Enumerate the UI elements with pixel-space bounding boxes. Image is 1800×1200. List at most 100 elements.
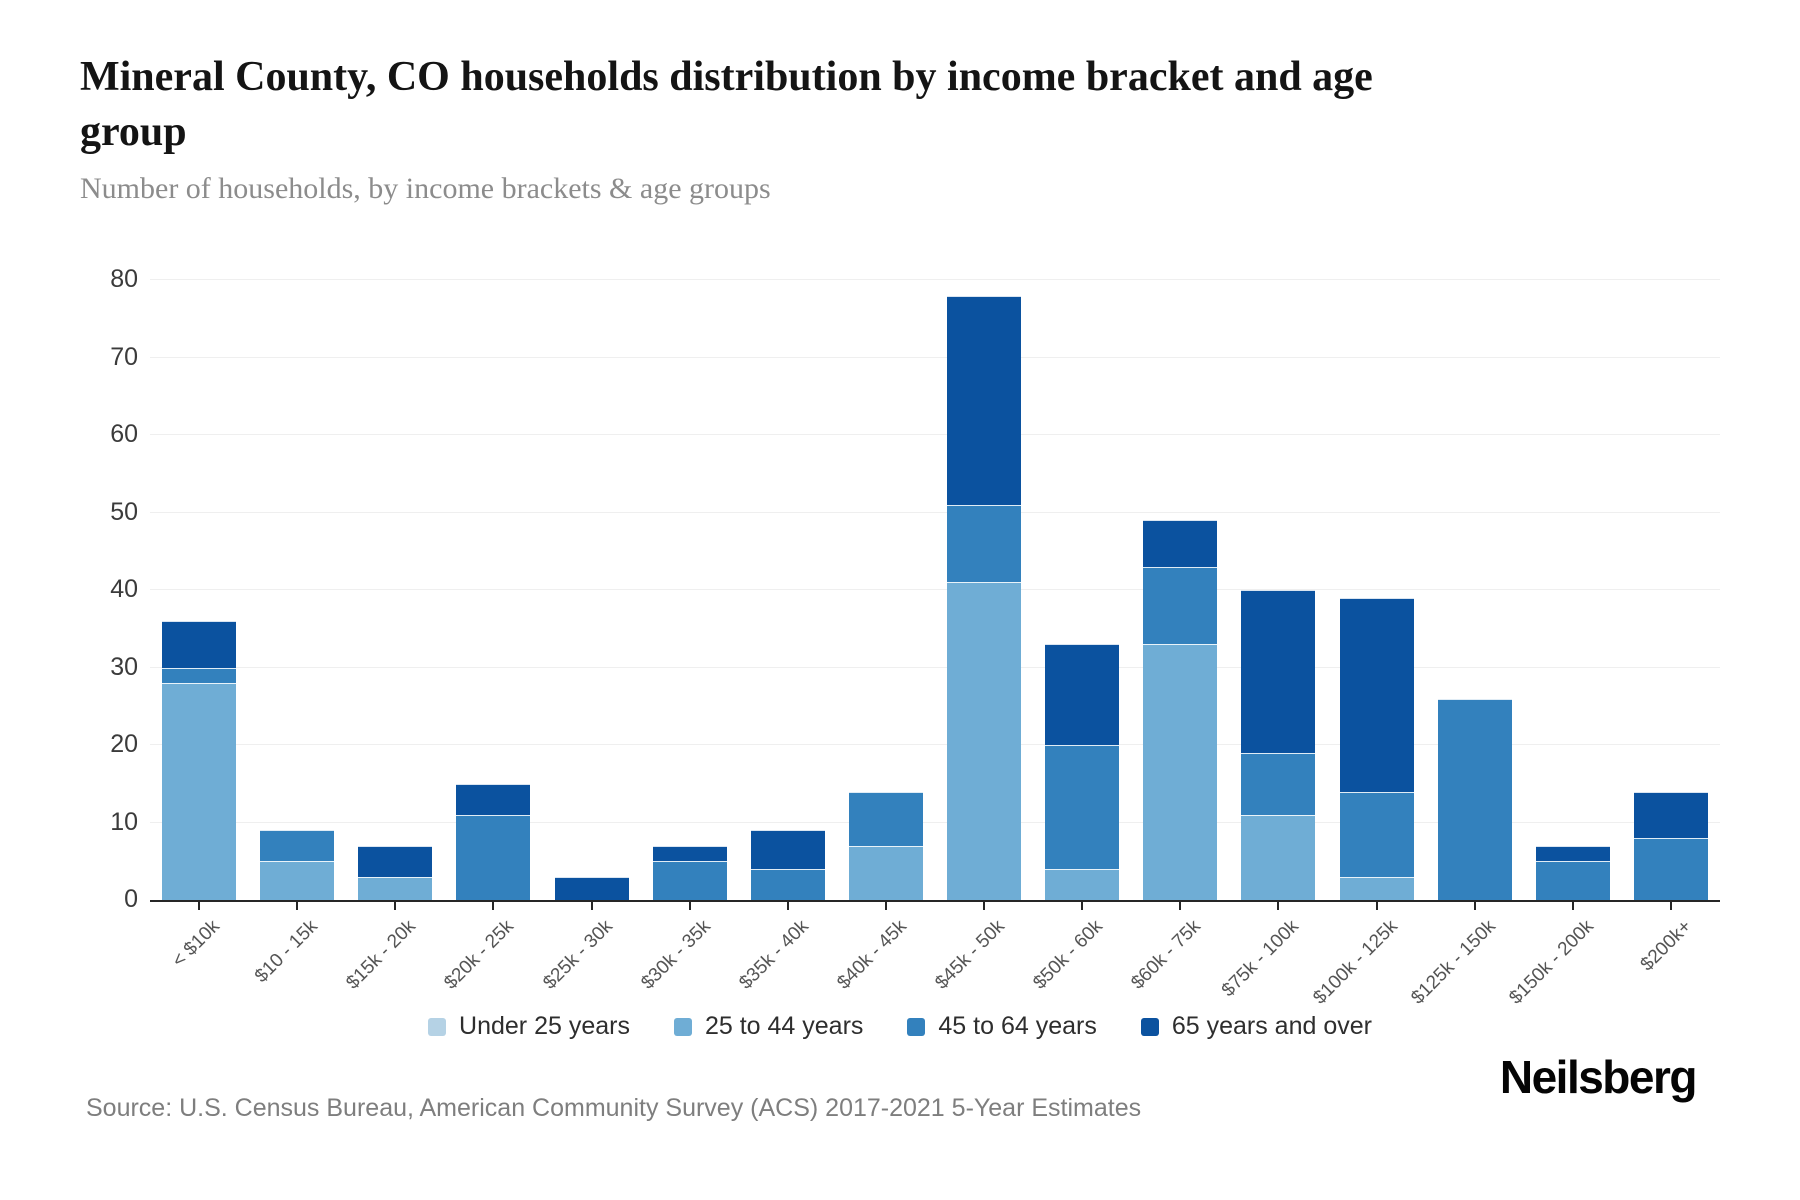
bar-segment	[162, 667, 237, 683]
x-axis-label: $125k - 150k	[1407, 916, 1500, 1009]
bar-segment	[1241, 814, 1316, 900]
x-axis-label: $200k+	[1636, 916, 1696, 976]
y-axis-label: 20	[110, 730, 138, 758]
x-tick-mark	[1375, 902, 1378, 910]
gridline	[150, 589, 1720, 590]
x-axis-label: $150k - 200k	[1505, 916, 1598, 1009]
bar-$100k - 125k	[1339, 597, 1414, 900]
bar-segment	[1143, 644, 1218, 900]
bar-segment	[947, 504, 1022, 583]
bar-segment	[848, 791, 923, 846]
bar-$45k - 50k	[947, 295, 1022, 900]
x-tick-mark	[590, 902, 593, 910]
bar-$75k - 100k	[1241, 590, 1316, 900]
x-tick-mark	[1277, 902, 1280, 910]
legend-swatch	[1140, 1017, 1159, 1036]
bar-segment	[1045, 644, 1120, 745]
x-tick-mark	[884, 902, 887, 910]
x-axis-label: $20k - 25k	[440, 916, 519, 994]
legend-swatch	[907, 1017, 926, 1036]
bar-$200k+	[1633, 791, 1708, 900]
legend-item: 25 to 44 years	[673, 1012, 864, 1041]
y-axis-label: 70	[110, 342, 138, 371]
gridline	[150, 356, 1720, 358]
source-note: Source: U.S. Census Bureau, American Com…	[86, 1094, 1142, 1122]
bar-$35k - 40k	[750, 830, 825, 900]
x-tick-mark	[786, 902, 789, 910]
gridline	[150, 279, 1720, 280]
bar-segment	[554, 876, 629, 900]
bar-segment	[260, 830, 335, 862]
legend-label: 25 to 44 years	[704, 1012, 864, 1040]
legend: Under 25 years 25 to 44 years 45 to 64 yea…	[0, 1012, 1800, 1041]
bar-$25k - 30k	[554, 876, 629, 900]
bar-segment	[652, 861, 727, 900]
x-tick-mark	[1081, 902, 1084, 910]
legend-label: 65 years and over	[1171, 1012, 1372, 1040]
x-tick-mark	[198, 902, 201, 910]
chart-subtitle: Number of households, by income brackets…	[80, 172, 771, 205]
x-tick-mark	[1571, 902, 1574, 910]
bar-segment	[1633, 838, 1708, 900]
y-axis-label: 60	[110, 420, 138, 448]
bar-segment	[1535, 845, 1610, 862]
x-axis-label: $60k - 75k	[1127, 916, 1206, 994]
bar-segment	[1241, 590, 1316, 753]
bar-segment	[1535, 861, 1610, 900]
y-axis-label: 80	[110, 265, 138, 293]
y-axis-label: 30	[110, 652, 138, 681]
bar-segment	[1143, 566, 1218, 645]
x-tick-mark	[492, 902, 495, 910]
bar-$125k - 150k	[1437, 698, 1512, 900]
x-axis-label: $45k - 50k	[931, 916, 1009, 994]
legend-label: 45 to 64 years	[938, 1012, 1097, 1040]
x-tick-mark	[1669, 902, 1672, 910]
x-axis-label: $75k - 100k	[1218, 916, 1304, 1002]
x-axis-label: $15k - 20k	[342, 916, 421, 994]
legend-label: Under 25 years	[459, 1012, 630, 1040]
bar-segment	[162, 621, 237, 668]
gridline	[150, 666, 1720, 668]
legend-swatch	[673, 1017, 692, 1036]
x-axis-label: $40k - 45k	[833, 916, 911, 994]
legend-item: 45 to 64 years	[907, 1012, 1097, 1041]
plot-area	[150, 279, 1720, 902]
bar-segment	[1045, 745, 1120, 869]
x-axis-label: $30k - 35k	[636, 916, 715, 994]
bar-$30k - 35k	[652, 845, 727, 900]
x-axis-label: $100k - 125k	[1308, 916, 1402, 1009]
bar-segment	[1045, 869, 1120, 900]
bar-segment	[456, 783, 531, 815]
gridline	[150, 434, 1720, 435]
bar-$150k - 200k	[1535, 845, 1610, 900]
bar-$60k - 75k	[1143, 520, 1218, 900]
x-tick-mark	[983, 902, 986, 910]
bar-segment	[358, 845, 433, 877]
bar-segment	[260, 861, 335, 900]
bar-< $10k	[162, 621, 237, 900]
bar-$20k - 25k	[456, 783, 531, 900]
bar-segment	[1339, 597, 1414, 792]
y-axis-label: 50	[110, 497, 138, 526]
x-tick-mark	[1473, 902, 1476, 910]
y-axis-label: 40	[110, 575, 138, 603]
legend-item: 65 years and over	[1140, 1012, 1372, 1041]
x-tick-mark	[296, 902, 299, 910]
legend-swatch	[428, 1017, 447, 1036]
bar-segment	[947, 295, 1022, 505]
bar-segment	[1339, 791, 1414, 877]
y-axis-label: 10	[110, 807, 138, 836]
x-tick-mark	[688, 902, 691, 910]
bar-segment	[358, 876, 433, 900]
gridline	[150, 744, 1720, 745]
bar-segment	[456, 814, 531, 900]
bar-segment	[1143, 520, 1218, 567]
gridline	[150, 821, 1720, 823]
bar-segment	[1339, 876, 1414, 900]
bar-$15k - 20k	[358, 845, 433, 900]
x-axis-label: $10 - 15k	[251, 916, 323, 987]
x-axis-label: $50k - 60k	[1029, 916, 1108, 994]
bar-segment	[848, 845, 923, 900]
